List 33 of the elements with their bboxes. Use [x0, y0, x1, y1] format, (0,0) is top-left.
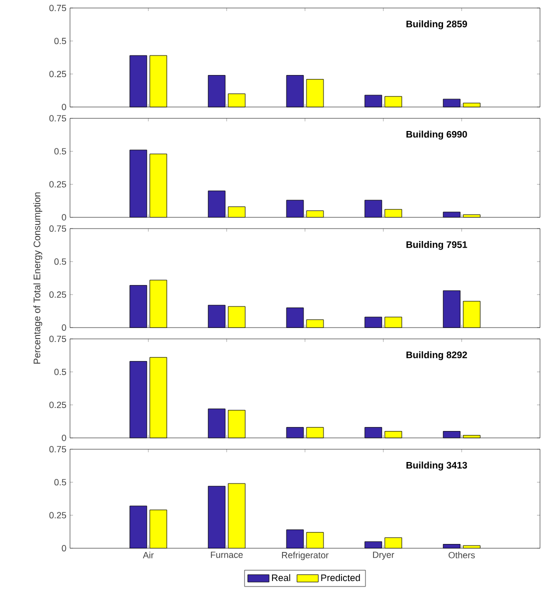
y-tick-label: 0.75 [49, 115, 66, 122]
y-tick-label: 0.25 [49, 70, 66, 78]
y-axis-title: Percentage of Total Energy Consumption [33, 192, 42, 364]
legend-label: Predicted [321, 574, 360, 582]
y-tick-label: 0.75 [49, 336, 66, 342]
y-tick-label: 0 [62, 434, 66, 442]
text: Building 7951 [406, 240, 468, 250]
y-tick-label: 0.5 [54, 258, 66, 265]
x-tick-label: Refrigerator [282, 552, 329, 560]
x-tick-label: Others [448, 552, 475, 558]
y-tick-label: 0.75 [49, 4, 66, 12]
y-tick-label: 0.5 [54, 148, 66, 154]
legend-label: Real [272, 574, 290, 582]
y-tick-label: 0 [62, 324, 66, 331]
text: Building 3413 [406, 462, 468, 470]
text: Building 2859 [406, 20, 468, 30]
y-tick-label: 0 [62, 545, 66, 552]
y-tick-label: 0.5 [54, 479, 66, 486]
y-tick-label: 0.75 [49, 446, 66, 452]
text: Building 6990 [406, 130, 467, 140]
y-tick-label: 0.5 [54, 368, 66, 376]
y-tick-label: 0.25 [49, 291, 66, 298]
y-tick-label: 0.75 [49, 225, 66, 232]
y-tick-label: 0.25 [49, 181, 66, 188]
x-tick-label: Air [142, 552, 154, 558]
text: Building 8292 [406, 351, 467, 360]
y-tick-label: 0.25 [49, 512, 66, 518]
y-tick-label: 0.25 [49, 402, 66, 408]
y-tick-label: 0.5 [54, 38, 66, 44]
y-tick-label: 0 [62, 214, 66, 220]
x-tick-label: Dryer [373, 552, 394, 560]
y-tick-label: 0 [62, 104, 66, 110]
x-tick-label: Furnace [210, 552, 243, 558]
